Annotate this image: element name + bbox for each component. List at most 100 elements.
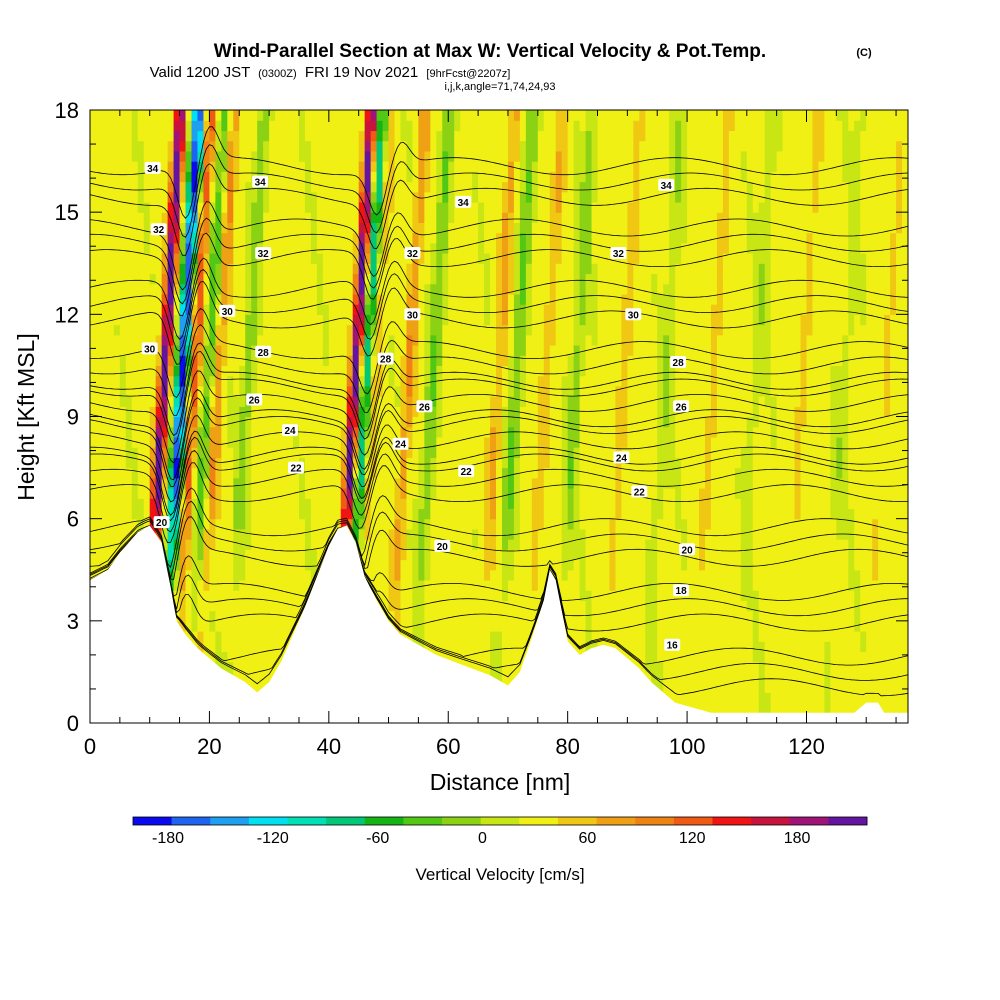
velocity-cell xyxy=(531,447,539,458)
velocity-cell xyxy=(107,508,115,520)
velocity-cell xyxy=(472,610,479,622)
velocity-cell xyxy=(113,426,121,438)
velocity-cell xyxy=(388,559,396,571)
velocity-cell xyxy=(155,334,163,346)
velocity-cell xyxy=(531,467,539,479)
velocity-cell xyxy=(227,222,234,234)
velocity-cell xyxy=(406,426,414,438)
velocity-cell xyxy=(454,447,461,458)
velocity-cell xyxy=(197,620,205,632)
velocity-cell xyxy=(376,212,384,223)
velocity-cell xyxy=(400,406,408,418)
velocity-cell xyxy=(203,212,211,223)
velocity-cell xyxy=(460,528,467,540)
velocity-cell xyxy=(215,253,222,264)
velocity-cell xyxy=(113,181,121,193)
velocity-cell xyxy=(430,426,437,438)
velocity-cell xyxy=(95,528,103,540)
velocity-cell xyxy=(364,171,372,183)
valid-prefix: Valid 1200 JST xyxy=(150,64,250,81)
velocity-cell xyxy=(215,385,222,397)
velocity-cell xyxy=(388,426,396,438)
velocity-cell xyxy=(567,610,575,622)
velocity-cell xyxy=(298,559,306,571)
velocity-cell xyxy=(257,539,264,550)
velocity-cell xyxy=(484,140,491,152)
velocity-cell xyxy=(179,600,187,612)
velocity-cell xyxy=(137,283,145,295)
velocity-cell xyxy=(567,600,575,612)
velocity-cell xyxy=(436,293,443,305)
velocity-cell xyxy=(340,253,348,264)
velocity-cell xyxy=(227,610,234,622)
velocity-cell xyxy=(364,447,372,458)
velocity-cell xyxy=(275,304,282,315)
velocity-cell xyxy=(281,150,288,162)
velocity-cell xyxy=(257,201,264,213)
velocity-cell xyxy=(519,161,527,172)
velocity-cell xyxy=(400,590,408,601)
velocity-cell xyxy=(101,416,109,428)
velocity-cell xyxy=(448,620,455,632)
velocity-cell xyxy=(161,375,169,387)
velocity-cell xyxy=(501,539,509,550)
velocity-cell xyxy=(107,150,115,162)
velocity-cell xyxy=(412,610,419,622)
velocity-cell xyxy=(549,232,557,244)
velocity-cell xyxy=(531,385,539,397)
velocity-cell xyxy=(370,150,378,162)
velocity-cell xyxy=(496,549,503,561)
velocity-cell xyxy=(257,426,264,438)
velocity-cell xyxy=(561,222,569,234)
velocity-cell xyxy=(155,120,163,132)
velocity-cell xyxy=(179,539,187,550)
velocity-cell xyxy=(101,355,109,367)
velocity-cell xyxy=(424,508,431,520)
velocity-cell xyxy=(221,549,228,561)
velocity-cell xyxy=(442,498,449,510)
velocity-cell xyxy=(472,436,479,448)
velocity-cell xyxy=(197,406,205,418)
velocity-cell xyxy=(555,344,563,356)
velocity-cell xyxy=(484,212,491,223)
velocity-cell xyxy=(472,631,479,642)
velocity-cell xyxy=(328,283,336,295)
velocity-cell xyxy=(388,385,396,397)
velocity-cell xyxy=(310,232,318,244)
velocity-cell xyxy=(227,396,234,407)
velocity-cell xyxy=(442,600,449,612)
velocity-cell xyxy=(501,416,509,428)
velocity-cell xyxy=(263,631,270,642)
velocity-cell xyxy=(573,467,581,479)
velocity-cell xyxy=(257,569,264,581)
velocity-cell xyxy=(436,130,443,142)
velocity-cell xyxy=(507,212,515,223)
velocity-cell xyxy=(484,324,491,336)
velocity-cell xyxy=(167,436,175,448)
velocity-cell xyxy=(513,140,521,152)
velocity-cell xyxy=(376,253,384,264)
velocity-cell xyxy=(95,242,103,254)
velocity-cell xyxy=(203,539,211,550)
velocity-cell xyxy=(519,171,527,183)
velocity-cell xyxy=(484,467,491,479)
velocity-cell xyxy=(376,344,384,356)
velocity-cell xyxy=(245,641,252,653)
velocity-cell xyxy=(263,273,270,285)
velocity-cell xyxy=(95,447,103,458)
velocity-cell xyxy=(281,416,288,428)
velocity-cell xyxy=(304,253,312,264)
velocity-cell xyxy=(525,539,533,550)
velocity-cell xyxy=(501,304,509,315)
velocity-cell xyxy=(233,365,240,377)
velocity-cell xyxy=(525,222,533,234)
velocity-cell xyxy=(239,641,246,653)
velocity-cell xyxy=(478,365,485,377)
velocity-cell xyxy=(137,447,145,458)
velocity-cell xyxy=(155,273,163,285)
velocity-cell xyxy=(287,385,294,397)
velocity-cell xyxy=(310,201,318,213)
velocity-cell xyxy=(466,610,473,622)
velocity-cell xyxy=(155,467,163,479)
velocity-cell xyxy=(478,212,485,223)
